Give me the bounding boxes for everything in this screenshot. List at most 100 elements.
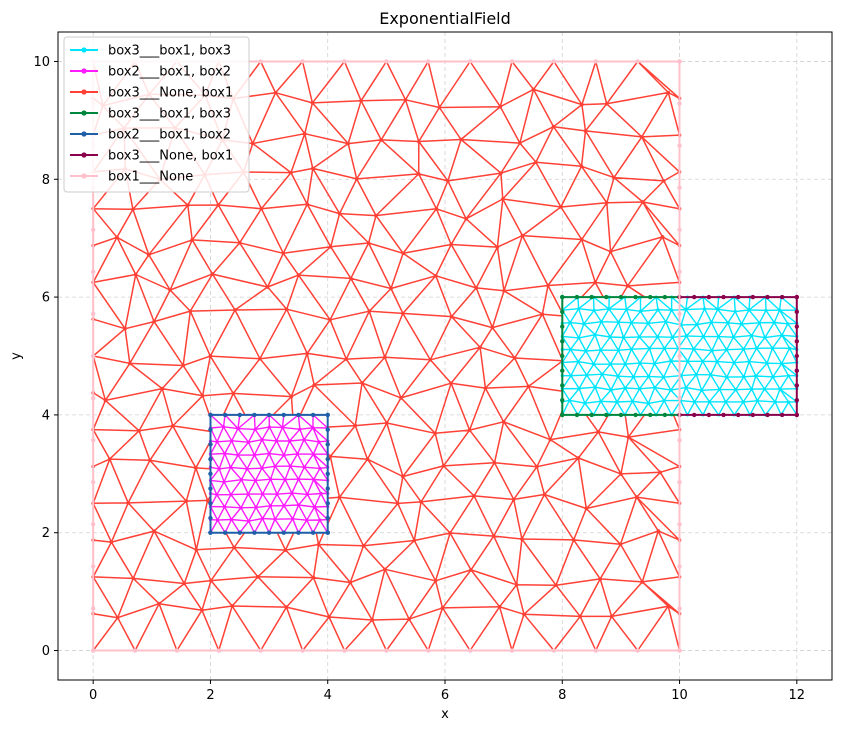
mesh-node [360, 381, 364, 385]
x-tick-label: 12 [789, 688, 806, 703]
mesh-node [440, 606, 445, 610]
mesh-node [217, 467, 221, 471]
mesh-node [531, 87, 536, 92]
mesh-node [464, 216, 468, 221]
mesh-node [478, 345, 482, 350]
mesh-node [569, 347, 573, 352]
mesh-node [739, 322, 744, 326]
boundary-marker [721, 294, 726, 300]
mesh-node [732, 361, 736, 365]
mesh-node [584, 506, 589, 511]
mesh-node [599, 399, 603, 403]
mesh-node [624, 307, 628, 312]
mesh-node [353, 423, 358, 428]
mesh-node [583, 129, 588, 133]
axis-ticks: 0 2 4 6 8 10 12 0 2 4 6 8 10 [33, 55, 805, 703]
legend-label: box1___None [108, 170, 193, 185]
x-tick-label: 0 [89, 688, 97, 703]
boundary-marker [633, 294, 638, 300]
y-tick-label: 0 [42, 644, 50, 659]
mesh-node [401, 251, 405, 256]
mesh-node [666, 604, 671, 609]
boundary-marker [325, 501, 330, 506]
boundary-marker [779, 412, 785, 418]
x-tick-label: 2 [206, 688, 214, 703]
mesh-node [359, 98, 363, 103]
boundary-marker [325, 530, 330, 535]
mesh-node [146, 253, 151, 257]
boundary-marker [467, 648, 473, 653]
mesh-node [495, 245, 500, 249]
x-axis-label: x [441, 707, 449, 722]
mesh-node [568, 320, 572, 325]
boundary-marker [208, 412, 213, 418]
mesh-node [215, 440, 219, 444]
mesh-node [260, 438, 264, 442]
mesh-node [312, 505, 317, 509]
mesh-node [734, 388, 738, 392]
mesh-node [686, 359, 690, 363]
mesh-node [229, 465, 233, 469]
mesh-node [247, 519, 251, 523]
mesh-node [318, 518, 322, 522]
mesh-node [237, 240, 242, 245]
mesh-node [222, 480, 226, 484]
boundary-marker [222, 412, 228, 418]
mesh-node [316, 542, 321, 547]
boundary-marker [750, 412, 756, 418]
mesh-node [469, 568, 473, 572]
mesh-node [259, 206, 264, 211]
boundary-marker [310, 530, 316, 535]
mesh-node [230, 604, 235, 608]
mesh-node [742, 375, 746, 379]
mesh-node [282, 453, 286, 457]
mesh-node [449, 314, 454, 319]
x-tick-label: 6 [441, 688, 449, 703]
mesh-node [786, 374, 791, 378]
mesh-node [546, 283, 550, 288]
mesh-node [741, 400, 745, 404]
mesh-node [490, 325, 495, 330]
mesh-node [310, 166, 315, 171]
boundary-marker [90, 437, 96, 443]
mesh-node [361, 544, 366, 548]
boundary-marker [677, 606, 682, 611]
mesh-node [631, 375, 636, 379]
mesh-node [656, 529, 661, 533]
mesh-node [467, 428, 472, 432]
mesh-node [407, 617, 411, 621]
boundary-marker [296, 530, 301, 535]
mesh-node [273, 90, 278, 95]
boundary-marker [325, 515, 330, 521]
mesh-node [403, 97, 408, 102]
mesh-node [662, 398, 666, 403]
mesh-node [780, 333, 784, 337]
mesh-node [569, 374, 573, 378]
boundary-marker [342, 648, 347, 653]
boundary-marker [325, 427, 330, 432]
mesh-node [232, 545, 236, 550]
mesh-node [103, 398, 108, 403]
boundary-marker [735, 412, 741, 418]
boundary-marker [618, 412, 624, 418]
mesh-node [260, 516, 265, 521]
mesh-node [579, 237, 584, 242]
mesh-node [701, 359, 705, 363]
mesh-node [502, 288, 506, 293]
mesh-node [437, 105, 442, 110]
mesh-node [215, 493, 219, 497]
mesh-node [616, 374, 620, 378]
mesh-node [337, 211, 342, 216]
boundary-marker [635, 648, 640, 653]
boundary-marker [677, 59, 682, 64]
boundary-marker [384, 648, 389, 653]
mesh-node [540, 312, 545, 317]
mesh-node [328, 454, 333, 459]
mesh-node [311, 426, 315, 430]
boundary-marker [706, 294, 712, 300]
mesh-node [600, 372, 604, 376]
mesh-node [428, 357, 433, 362]
mesh-node [346, 141, 350, 146]
mesh-node [128, 361, 132, 366]
